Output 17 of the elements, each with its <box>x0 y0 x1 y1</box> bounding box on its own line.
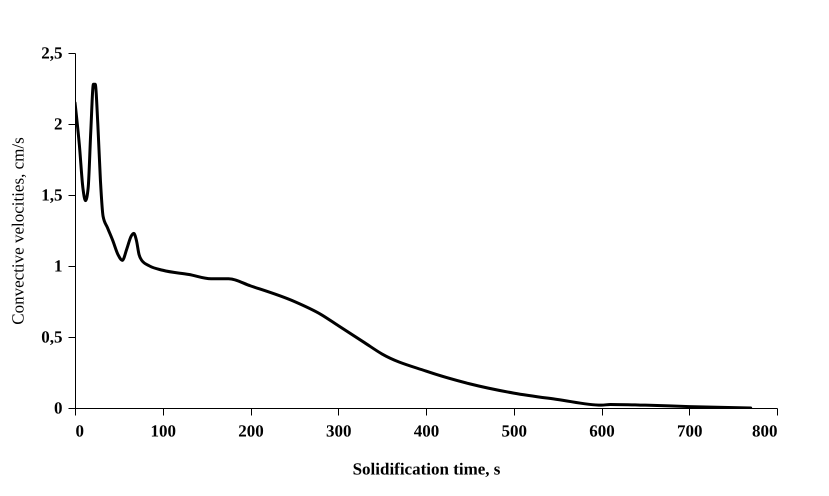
x-tick-label: 400 <box>414 422 440 440</box>
y-tick-label: 1 <box>54 256 62 276</box>
y-tick-label: 2 <box>54 114 62 134</box>
x-tick-label: 100 <box>150 422 176 440</box>
x-tick-label: 800 <box>752 422 778 440</box>
x-tick-label: 0 <box>76 422 84 440</box>
y-tick-label: 2,5 <box>41 44 62 62</box>
x-tick-label: 500 <box>502 422 527 440</box>
x-axis-title: Solidification time, s <box>352 460 501 478</box>
y-axis-title: Convective velocities, cm/s <box>8 137 28 325</box>
x-tick-label: 600 <box>589 422 615 440</box>
x-tick-label: 300 <box>326 422 352 440</box>
y-tick-label: 0 <box>54 398 62 418</box>
x-tick-label: 700 <box>677 422 702 440</box>
y-tick-label: 1,5 <box>41 186 62 204</box>
x-tick-label: 200 <box>238 422 264 440</box>
y-tick-label: 0,5 <box>41 328 62 346</box>
